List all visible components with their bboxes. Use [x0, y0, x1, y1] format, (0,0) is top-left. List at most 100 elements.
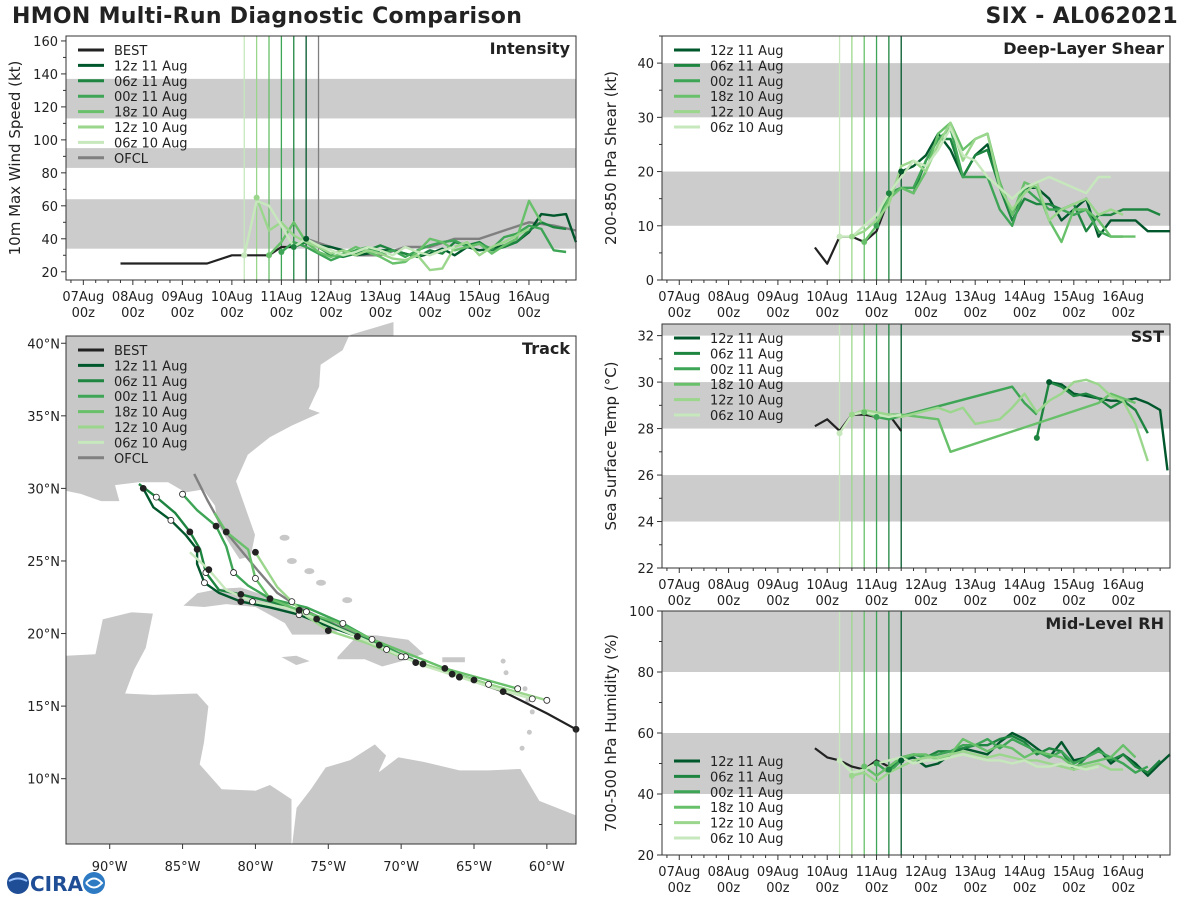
x-tick-hour: 00z [1062, 881, 1086, 896]
land-lesser-antilles [529, 709, 535, 715]
land-lesser-antilles [519, 745, 525, 751]
run-start-marker [836, 757, 843, 764]
y-tick-label: 0 [646, 274, 654, 289]
shear-chart: 01020304007Aug00z08Aug00z09Aug00z10Aug00… [602, 35, 1171, 321]
track-position-marker [339, 619, 347, 627]
track-position-marker [470, 676, 478, 684]
track-position-marker [397, 653, 405, 661]
land-lesser-antilles [526, 729, 532, 735]
x-tick-date: 10Aug [806, 865, 848, 880]
x-tick-hour: 00z [766, 306, 790, 321]
x-tick-hour: 00z [914, 594, 938, 609]
legend-label: 18z 10 Aug [114, 106, 188, 121]
x-tick-date: 11Aug [856, 865, 898, 880]
sst-chart: 22242628303207Aug00z08Aug00z09Aug00z10Au… [602, 323, 1171, 609]
land-lesser-antilles [500, 658, 506, 664]
x-tick-date: 11Aug [856, 578, 898, 593]
track-map: 90°W 85°W 80°W 75°W 70°W 65°W 60°W 10°N 15°N 20°N… [27, 320, 580, 875]
y-axis-label: 200-850 hPa Shear (kt) [602, 71, 620, 245]
logo-wordmark: CIRA [30, 872, 84, 896]
run-start-marker [898, 168, 905, 175]
legend-label: 12z 11 Aug [710, 332, 784, 347]
x-tick-date: 12Aug [905, 578, 947, 593]
land-central-america [65, 611, 293, 845]
run-start-marker [861, 239, 868, 246]
legend-label: 06z 11 Aug [710, 770, 784, 785]
y-tick-label: 60 [41, 200, 58, 215]
run-start-marker [266, 252, 273, 259]
y-tick-label: 10 [637, 220, 654, 235]
threshold-band [662, 63, 1170, 118]
y-tick-label: 40 [637, 57, 654, 72]
legend-label: OFCL [114, 152, 149, 167]
y-axis-label: 700-500 hPa Humidity (%) [602, 634, 620, 832]
track-position-marker [201, 579, 208, 587]
legend-label: 00z 11 Aug [114, 390, 188, 405]
land-south-america [291, 743, 577, 845]
run-start-marker [848, 233, 855, 240]
land-bahamas [316, 579, 326, 586]
run-start-marker [861, 409, 868, 416]
x-tick-date: 07Aug [658, 290, 700, 305]
y-tick-label: 30 [637, 111, 654, 126]
x-tick-hour: 00z [816, 306, 840, 321]
legend-label: 12z 10 Aug [710, 817, 784, 832]
series-line [875, 737, 1149, 774]
globe-icon [7, 872, 29, 894]
x-tick-date: 10Aug [211, 290, 253, 305]
x-tick-hour: 00z [816, 881, 840, 896]
track-position-marker [252, 574, 259, 582]
track-position-marker [252, 548, 259, 556]
x-tick-date: 16Aug [1102, 865, 1144, 880]
cira-logo: CIRA [7, 872, 105, 896]
track-position-marker [485, 680, 492, 688]
x-tick-date: 13Aug [359, 290, 401, 305]
y-tick-label: 28 [637, 423, 654, 438]
plot-frame [661, 35, 1171, 281]
series-line [268, 199, 543, 265]
y-tick-label: 30 [637, 376, 654, 391]
x-tick-hour: 00z [319, 306, 343, 321]
track-line [142, 487, 407, 658]
land-north-america [65, 320, 395, 560]
x-tick-hour: 00z [766, 594, 790, 609]
x-tick-hour: 00z [517, 306, 541, 321]
track-position-marker [412, 659, 420, 666]
series-line [1048, 380, 1169, 471]
run-start-marker [1046, 379, 1053, 386]
threshold-band [662, 475, 1170, 522]
legend-label: BEST [114, 44, 147, 59]
track-position-marker [375, 641, 383, 649]
y-tick-label: 140 [33, 68, 58, 83]
land-lesser-antilles [522, 686, 528, 692]
x-tick-date: 13Aug [954, 865, 996, 880]
run-start-marker [1033, 434, 1040, 441]
x-tick-hour: 00z [717, 881, 741, 896]
longitude-label: 85°W [165, 860, 201, 875]
x-tick-hour: 00z [1111, 594, 1135, 609]
latitude-label: 40°N [27, 337, 60, 352]
x-tick-hour: 00z [1111, 306, 1135, 321]
legend-label: OFCL [114, 452, 149, 467]
run-start-marker [278, 248, 285, 255]
track-position-marker [230, 569, 237, 576]
x-tick-date: 13Aug [954, 578, 996, 593]
track-position-marker [368, 635, 376, 643]
legend-label: 12z 11 Aug [114, 359, 188, 374]
x-tick-hour: 00z [668, 594, 692, 609]
legend-label: 06z 11 Aug [114, 375, 188, 390]
x-tick-hour: 00z [1013, 594, 1037, 609]
panel-title: Deep-Layer Shear [1003, 39, 1164, 58]
run-start-marker [253, 194, 260, 201]
track-position-marker [528, 695, 536, 703]
series-line [814, 747, 902, 771]
latitude-label: 10°N [27, 773, 60, 788]
series-line [838, 411, 902, 434]
land-jamaica [278, 654, 313, 666]
x-tick-date: 13Aug [954, 290, 996, 305]
x-tick-date: 07Aug [658, 865, 700, 880]
legend-label: 06z 10 Aug [114, 136, 188, 151]
x-tick-date: 11Aug [260, 290, 302, 305]
run-start-marker [303, 235, 310, 242]
x-tick-hour: 00z [914, 881, 938, 896]
